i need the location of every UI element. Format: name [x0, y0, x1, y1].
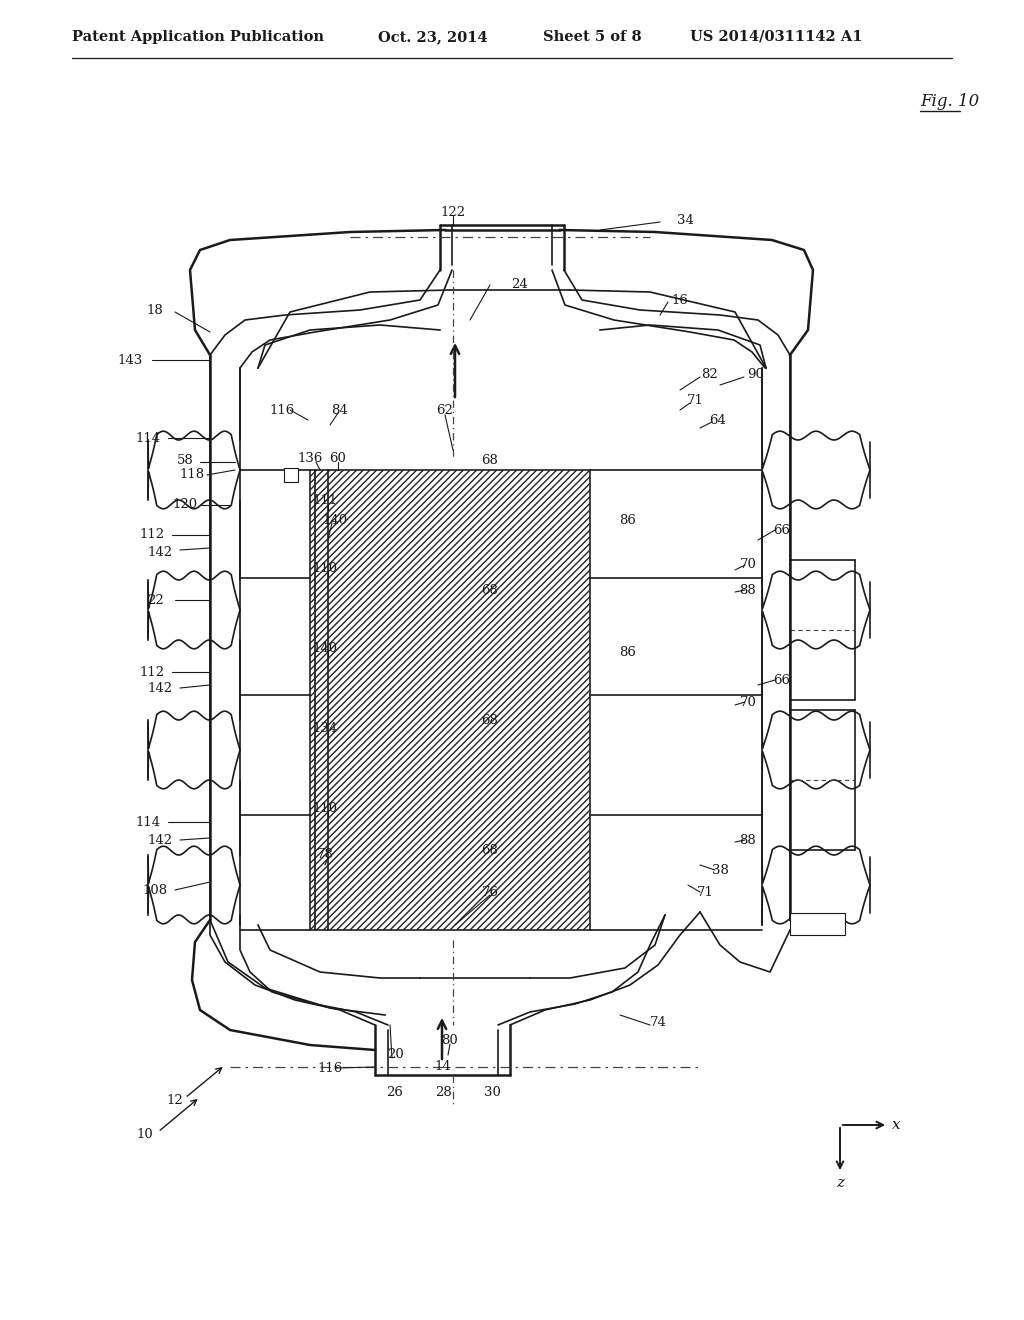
Bar [284, 469, 298, 482]
Text: 114: 114 [135, 432, 161, 445]
Text: 74: 74 [649, 1015, 667, 1028]
Text: 60: 60 [330, 451, 346, 465]
Text: 116: 116 [269, 404, 295, 417]
Text: 66: 66 [773, 673, 791, 686]
Text: 80: 80 [441, 1034, 459, 1047]
Text: x: x [892, 1118, 900, 1133]
Text: 62: 62 [436, 404, 454, 417]
Text: 78: 78 [316, 849, 334, 862]
Text: 28: 28 [434, 1085, 452, 1098]
Text: 84: 84 [332, 404, 348, 417]
Text: 24: 24 [512, 279, 528, 292]
Text: 82: 82 [701, 368, 719, 381]
Text: Oct. 23, 2014: Oct. 23, 2014 [378, 30, 487, 44]
Text: 58: 58 [176, 454, 194, 466]
Text: 110: 110 [312, 561, 338, 574]
Text: 134: 134 [312, 722, 338, 734]
Text: 114: 114 [135, 816, 161, 829]
Text: 12: 12 [167, 1093, 183, 1106]
Text: 120: 120 [172, 499, 198, 511]
Text: 68: 68 [481, 843, 499, 857]
Text: 112: 112 [139, 528, 165, 541]
Text: 66: 66 [773, 524, 791, 536]
Text: 116: 116 [317, 1061, 343, 1074]
Text: 68: 68 [481, 714, 499, 726]
Text: 16: 16 [672, 293, 688, 306]
Text: 140: 140 [312, 642, 338, 655]
Text: Fig. 10: Fig. 10 [920, 94, 979, 111]
Text: 26: 26 [387, 1085, 403, 1098]
Text: 68: 68 [481, 454, 499, 466]
Text: 71: 71 [696, 886, 714, 899]
Text: 86: 86 [620, 645, 637, 659]
Bar [310, 470, 590, 931]
Text: 108: 108 [142, 883, 168, 896]
Text: 22: 22 [146, 594, 164, 606]
Text: 38: 38 [712, 863, 728, 876]
Text: 111: 111 [312, 494, 338, 507]
Text: 142: 142 [147, 833, 173, 846]
Text: 10: 10 [136, 1129, 154, 1142]
Bar [310, 470, 590, 931]
Text: 71: 71 [686, 393, 703, 407]
Text: 142: 142 [147, 681, 173, 694]
Text: 140: 140 [323, 513, 347, 527]
Text: 143: 143 [118, 354, 142, 367]
Text: 118: 118 [179, 469, 205, 482]
Text: 88: 88 [739, 833, 757, 846]
Text: 18: 18 [146, 304, 164, 317]
Text: 86: 86 [620, 513, 637, 527]
Text: 68: 68 [481, 583, 499, 597]
Text: 34: 34 [677, 214, 693, 227]
Text: 30: 30 [483, 1085, 501, 1098]
Text: 14: 14 [434, 1060, 452, 1073]
Text: 142: 142 [147, 545, 173, 558]
Bar [790, 913, 845, 935]
Text: 110: 110 [312, 801, 338, 814]
Text: Sheet 5 of 8: Sheet 5 of 8 [543, 30, 642, 44]
Text: z: z [836, 1176, 844, 1191]
Text: 90: 90 [748, 368, 765, 381]
Text: 20: 20 [387, 1048, 403, 1061]
Text: 70: 70 [739, 696, 757, 709]
Text: Patent Application Publication: Patent Application Publication [72, 30, 324, 44]
Text: US 2014/0311142 A1: US 2014/0311142 A1 [690, 30, 862, 44]
Text: 70: 70 [739, 558, 757, 572]
Text: 112: 112 [139, 665, 165, 678]
Text: 76: 76 [481, 886, 499, 899]
Text: 88: 88 [739, 583, 757, 597]
Text: 136: 136 [297, 451, 323, 465]
Text: 122: 122 [440, 206, 466, 219]
Text: 64: 64 [710, 413, 726, 426]
